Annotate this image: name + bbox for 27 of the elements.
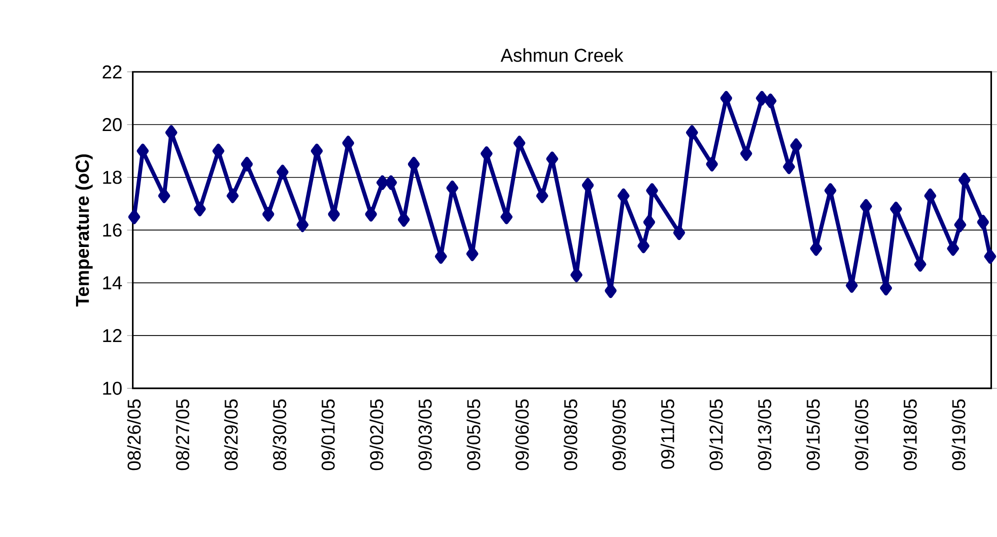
x-tick-label: 09/11/05 [660, 399, 674, 469]
x-tick-label: 09/02/05 [370, 399, 384, 470]
x-tick-label: 09/03/05 [418, 399, 432, 470]
x-tick-label: 08/30/05 [272, 399, 286, 470]
y-tick-label: 16 [103, 223, 122, 237]
y-tick-label: 18 [103, 170, 122, 184]
x-tick-label: 09/09/05 [612, 399, 626, 470]
x-tick-label: 09/05/05 [466, 399, 480, 470]
y-tick-label: 22 [102, 65, 122, 78]
x-tick-label: 09/18/05 [903, 399, 917, 470]
y-tick-label: 12 [103, 329, 122, 342]
x-tick-label: 08/27/05 [176, 399, 190, 470]
x-tick-label: 09/13/05 [758, 399, 772, 470]
x-tick-label: 09/16/05 [854, 399, 868, 470]
y-tick-label: 10 [103, 382, 122, 395]
y-tick-label: 14 [103, 276, 122, 290]
chart-title: Ashmun Creek [500, 48, 624, 62]
x-tick-label: 09/15/05 [806, 399, 820, 470]
x-tick-label: 09/19/05 [952, 399, 966, 470]
x-tick-label: 08/26/05 [127, 399, 141, 470]
x-tick-label: 09/01/05 [321, 399, 335, 470]
x-tick-label: 09/12/05 [709, 399, 723, 470]
x-tick-label: 09/08/05 [564, 399, 578, 470]
y-tick-label: 20 [102, 118, 122, 132]
x-tick-label: 09/06/05 [515, 399, 529, 470]
x-tick-label: 08/29/05 [224, 399, 238, 470]
y-axis-title: Temperature (oC) [75, 154, 93, 307]
